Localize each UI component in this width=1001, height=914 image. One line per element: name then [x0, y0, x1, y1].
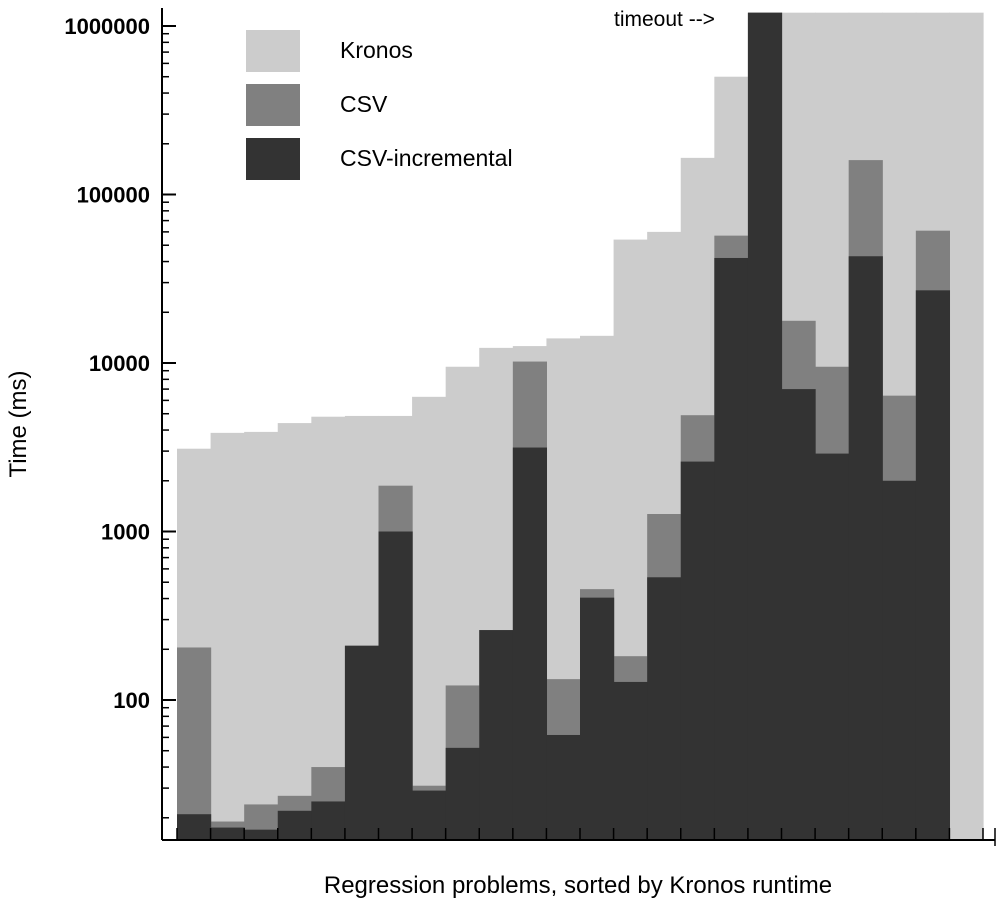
- legend: Kronos CSV CSV-incremental: [246, 30, 513, 180]
- y-tick-label-2: 10000: [89, 351, 150, 376]
- bar-csv-incremental-1: [210, 827, 245, 840]
- bar-csv-0: [177, 647, 212, 840]
- bar-csv-incremental-7: [412, 790, 447, 840]
- axes-layer: [161, 8, 996, 846]
- bar-csv-incremental-14: [647, 577, 682, 840]
- timeout-annotation: timeout -->: [614, 8, 715, 31]
- legend-label-2: CSV-incremental: [340, 145, 513, 171]
- bar-csv-incremental-22: [915, 290, 951, 840]
- bar-csv-incremental-8: [445, 747, 480, 840]
- bar-csv-incremental-9: [479, 630, 514, 840]
- legend-swatch-1: [246, 84, 300, 126]
- y-axis-label: Time (ms): [5, 370, 32, 477]
- bar-csv-incremental-0: [177, 814, 212, 840]
- bar-csv-incremental-18: [781, 389, 816, 840]
- bar-csv-incremental-3: [277, 810, 312, 840]
- y-tick-label-0: 100: [113, 688, 150, 713]
- bars-layer: [177, 12, 984, 841]
- bar-kronos-7: [412, 396, 447, 840]
- legend-swatch-2: [246, 138, 300, 180]
- bar-csv-incremental-16: [714, 257, 749, 841]
- bar-kronos-1: [210, 432, 245, 840]
- legend-label-1: CSV: [340, 91, 388, 117]
- y-tick-label-1: 1000: [101, 520, 150, 545]
- y-tick-labels: 100 1000 10000 100000 1000000: [64, 14, 150, 713]
- bar-csv-incremental-20: [848, 256, 883, 840]
- bar-csv-incremental-17: [747, 12, 783, 841]
- bar-csv-incremental-13: [613, 681, 648, 840]
- y-tick-label-4: 1000000: [64, 14, 150, 39]
- bar-kronos-23: [949, 12, 984, 841]
- bar-csv-incremental-4: [311, 801, 346, 840]
- bar-csv-incremental-21: [882, 480, 917, 840]
- y-tick-label-3: 100000: [77, 183, 150, 208]
- bar-kronos-3: [277, 423, 312, 840]
- legend-label-0: Kronos: [340, 37, 413, 63]
- bar-csv-incremental-12: [580, 597, 615, 840]
- x-axis-label: Regression problems, sorted by Kronos ru…: [324, 872, 832, 899]
- legend-swatch-0: [246, 30, 300, 72]
- bar-csv-incremental-2: [244, 829, 279, 840]
- bar-csv-incremental-11: [546, 734, 581, 840]
- bar-csv-incremental-10: [512, 447, 548, 840]
- bar-csv-incremental-6: [378, 531, 413, 840]
- bar-kronos-2: [244, 431, 279, 840]
- bar-csv-incremental-15: [680, 461, 715, 840]
- bar-csv-incremental-19: [815, 453, 850, 840]
- bar-csv-incremental-5: [344, 645, 380, 840]
